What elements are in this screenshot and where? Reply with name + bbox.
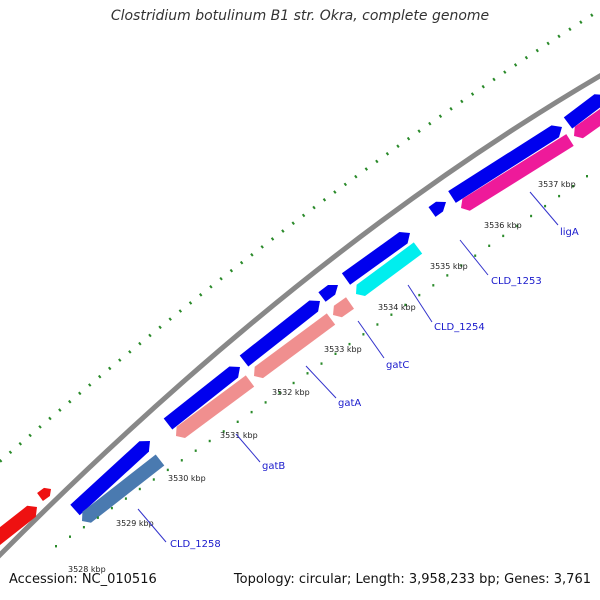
- gene-label-gata[interactable]: gatA: [338, 398, 361, 409]
- forward-gene-arrow[interactable]: [318, 285, 338, 302]
- inner-tick: [180, 459, 183, 462]
- inner-tick: [124, 497, 127, 500]
- inner-tick: [96, 516, 99, 519]
- inner-tick: [474, 254, 477, 257]
- gene-label-gatc[interactable]: gatC: [386, 360, 409, 371]
- reverse-gene-arrow[interactable]: [82, 454, 165, 523]
- reverse-gene-arrow[interactable]: [333, 297, 354, 318]
- tick-label: 3529 kbp: [116, 519, 154, 528]
- tick-label: 3533 kbp: [324, 345, 362, 354]
- gene-label-leader: [459, 239, 489, 276]
- tick-label: 3532 kbp: [272, 388, 310, 397]
- inner-tick: [418, 293, 421, 297]
- inner-tick: [446, 274, 449, 277]
- accession-text: Accession: NC_010516: [9, 572, 157, 587]
- reverse-gene-arrow[interactable]: [176, 375, 255, 438]
- genome-summary: Topology: circular; Length: 3,958,233 bp…: [233, 572, 591, 587]
- inner-tick: [292, 381, 295, 385]
- inner-tick: [404, 303, 407, 307]
- tick-label: 3536 kbp: [484, 221, 522, 230]
- gene-label-leader: [407, 284, 433, 323]
- inner-tick: [586, 175, 588, 178]
- reverse-gene-arrow[interactable]: [461, 134, 574, 211]
- inner-tick: [558, 194, 561, 198]
- inner-tick: [138, 487, 141, 491]
- tick-label: 3531 kbp: [220, 431, 258, 440]
- inner-tick: [390, 313, 393, 316]
- genome-backbone: [0, 72, 600, 559]
- inner-tick: [544, 204, 547, 208]
- inner-tick: [222, 430, 225, 433]
- forward-gene-arrow[interactable]: [448, 125, 562, 203]
- gene-arrow-left[interactable]: [0, 505, 37, 546]
- inner-tick: [488, 244, 491, 247]
- forward-gene-arrow[interactable]: [239, 300, 320, 367]
- inner-tick: [432, 284, 435, 287]
- tick-label: 3528 kbp: [68, 565, 106, 574]
- tick-label: 3535 kbp: [430, 262, 468, 271]
- inner-tick: [572, 185, 575, 188]
- gene-label-liga[interactable]: ligA: [560, 227, 579, 238]
- inner-tick: [250, 410, 253, 414]
- inner-tick: [348, 342, 351, 346]
- inner-tick: [194, 449, 197, 452]
- inner-tick: [55, 545, 57, 548]
- inner-tick: [152, 478, 155, 481]
- gene-label-leader: [305, 365, 337, 399]
- inner-tick: [69, 535, 71, 538]
- inner-tick: [166, 468, 169, 472]
- tick-label: 3530 kbp: [168, 474, 206, 483]
- inner-tick: [460, 264, 463, 267]
- inner-tick: [376, 323, 379, 326]
- gene-label-leader: [529, 191, 559, 226]
- inner-tick: [208, 439, 211, 443]
- inner-tick: [516, 224, 519, 228]
- reverse-gene-arrow[interactable]: [356, 242, 423, 296]
- forward-gene-arrow[interactable]: [341, 232, 410, 285]
- outer-dotted-ring: [0, 8, 600, 464]
- inner-tick: [236, 420, 239, 423]
- inner-tick: [110, 506, 113, 510]
- gene-label-cld-1254[interactable]: CLD_1254: [434, 322, 485, 333]
- inner-tick: [334, 352, 337, 355]
- forward-gene-arrow[interactable]: [70, 441, 150, 516]
- gene-label-cld-1253[interactable]: CLD_1253: [491, 276, 542, 287]
- tick-label: 3537 kbp: [538, 180, 576, 189]
- inner-tick: [530, 214, 533, 218]
- forward-gene-arrow[interactable]: [563, 94, 600, 129]
- inner-tick: [82, 526, 85, 529]
- gene-label-cld-1258[interactable]: CLD_1258: [170, 539, 221, 550]
- inner-tick: [320, 362, 323, 365]
- reverse-gene-arrow[interactable]: [574, 108, 600, 139]
- forward-gene-arrow[interactable]: [428, 201, 447, 217]
- inner-tick: [362, 333, 365, 336]
- inner-tick: [264, 401, 267, 404]
- reverse-gene-arrow[interactable]: [254, 313, 336, 379]
- inner-tick: [502, 234, 505, 238]
- inner-tick: [306, 372, 309, 375]
- gene-label-leader: [357, 320, 385, 359]
- inner-tick: [278, 391, 281, 394]
- tick-label: 3534 kbp: [378, 303, 416, 312]
- gene-arrow-left[interactable]: [37, 487, 51, 501]
- gene-label-gatb[interactable]: gatB: [262, 461, 285, 472]
- map-title: Clostridium botulinum B1 str. Okra, comp…: [110, 8, 490, 24]
- gene-label-leader: [137, 508, 167, 543]
- forward-gene-arrow[interactable]: [163, 366, 240, 430]
- gene-label-leader: [235, 433, 261, 463]
